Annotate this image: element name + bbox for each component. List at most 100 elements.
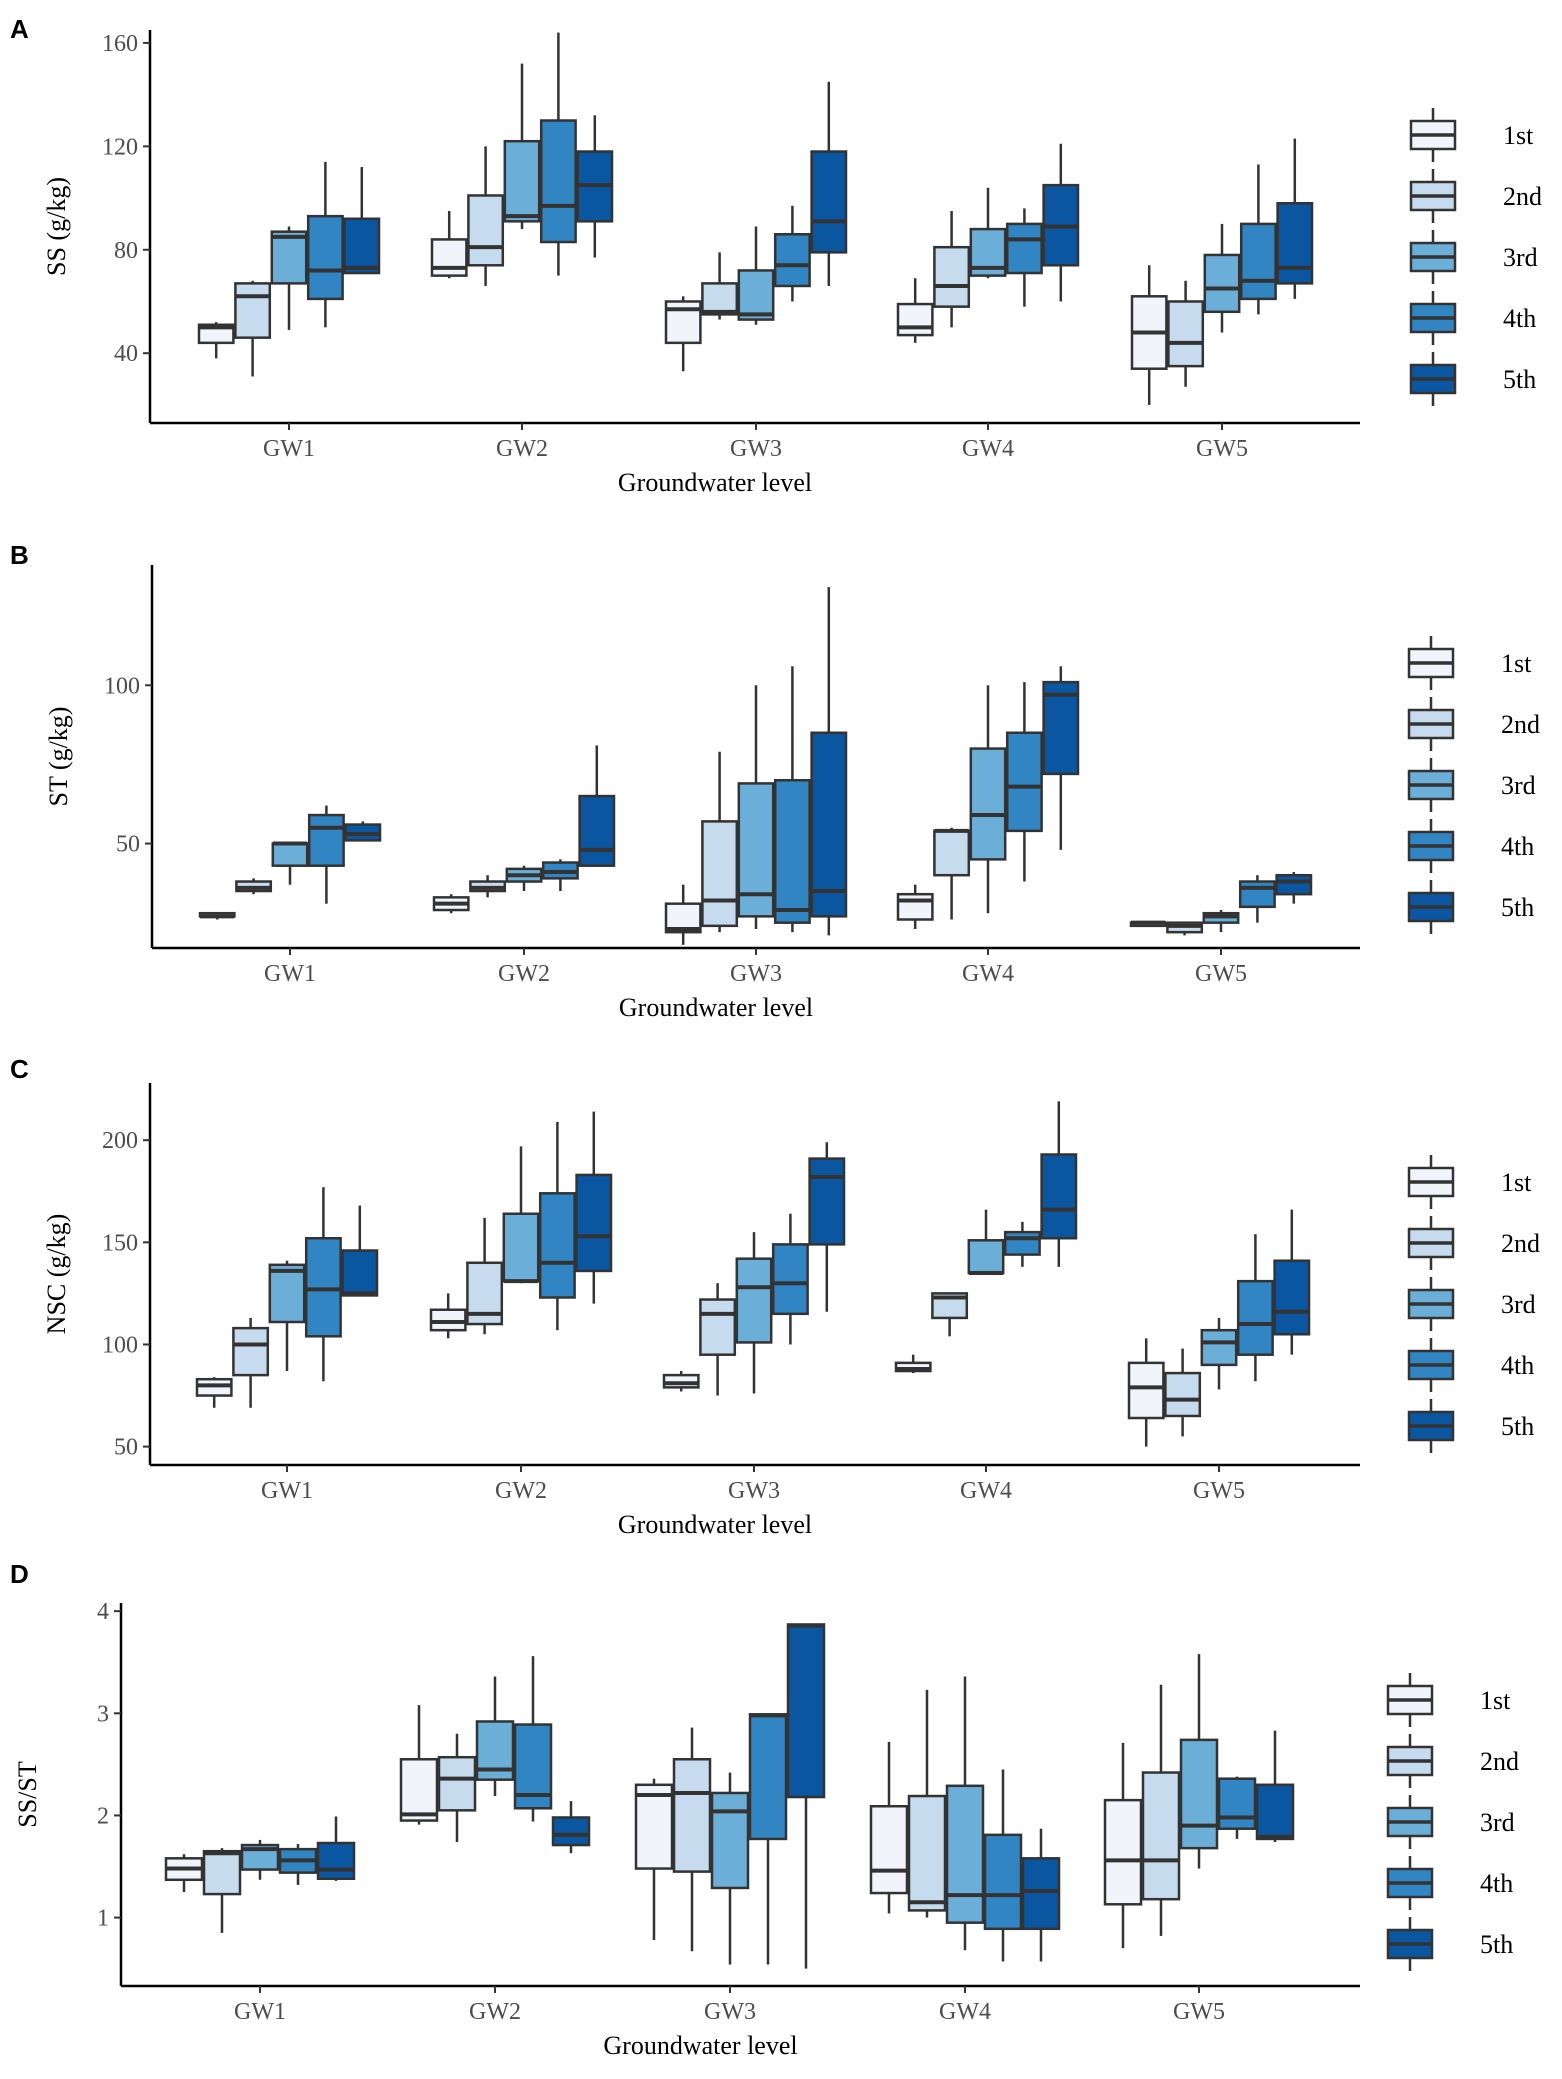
box-body [1275, 873, 1313, 896]
y-tick-label: 100 [104, 673, 140, 699]
box-1st-GW4 [896, 884, 934, 930]
box-5th-GW5 [1276, 138, 1314, 299]
box-1st-GW2 [432, 894, 470, 914]
box-3rd-GW4 [945, 1676, 985, 1951]
legend-label: 1st [1480, 1686, 1511, 1715]
box-1st-GW5 [1129, 920, 1167, 928]
x-tick-label: GW1 [264, 961, 316, 987]
legend-item-1st: 1st [1409, 108, 1534, 162]
box-body [737, 269, 775, 321]
box-body [1273, 1259, 1311, 1336]
legend-label: 5th [1480, 1930, 1513, 1959]
box-body [672, 1758, 712, 1873]
y-tick-label: 50 [116, 832, 140, 858]
x-axis-title: Groundwater level [618, 1510, 812, 1539]
box-1st-GW4 [869, 1741, 909, 1914]
box-2nd-GW1 [234, 280, 272, 377]
box-body [896, 892, 934, 921]
box-2nd-GW4 [931, 1292, 969, 1337]
box-1st-GW4 [894, 1354, 932, 1374]
box-body [1239, 222, 1277, 301]
legend-item-3rd: 3rd [1386, 1795, 1515, 1849]
box-body [437, 1755, 477, 1812]
box-body [933, 245, 971, 308]
box-5th-GW5 [1275, 872, 1313, 904]
box-body [786, 1623, 826, 1799]
box-body [538, 1192, 576, 1299]
box-1st-GW3 [664, 296, 702, 372]
box-body [1203, 253, 1241, 314]
box-3rd-GW3 [737, 226, 775, 325]
legend-label: 2nd [1480, 1747, 1519, 1776]
box-body [810, 731, 848, 918]
box-body [202, 1849, 242, 1896]
box-3rd-GW1 [268, 1260, 306, 1372]
box-body [969, 747, 1007, 861]
y-axis-title: NSC (g/kg) [42, 1214, 71, 1335]
box-2nd-GW2 [467, 146, 505, 286]
box-body [1021, 1857, 1061, 1931]
y-tick-label: 40 [114, 341, 138, 367]
box-body [907, 1794, 947, 1912]
box-body [1179, 1738, 1219, 1850]
box-body [578, 794, 616, 867]
box-body [894, 1361, 932, 1373]
legend-label: 3rd [1501, 1290, 1536, 1319]
box-body [699, 1298, 737, 1356]
x-tick-label: GW3 [728, 1478, 780, 1504]
legend-item-3rd: 3rd [1409, 230, 1538, 284]
y-tick-label: 200 [102, 1128, 138, 1154]
box-body [983, 1833, 1023, 1931]
x-tick-label: GW4 [939, 1999, 991, 2025]
box-body [271, 842, 309, 867]
box-4th-GW4 [1003, 1221, 1041, 1267]
legend-item-5th: 5th [1386, 1917, 1513, 1971]
box-body [1042, 680, 1080, 776]
box-body [735, 1257, 773, 1344]
box-body [1040, 1153, 1078, 1240]
box-4th-GW4 [1005, 682, 1043, 882]
legend-item-3rd: 3rd [1407, 758, 1536, 812]
box-4th-GW4 [1005, 208, 1043, 307]
box-4th-GW1 [306, 161, 344, 328]
box-5th-GW5 [1273, 1209, 1311, 1355]
box-3rd-GW1 [270, 226, 308, 330]
box-4th-GW1 [304, 1187, 342, 1382]
x-tick-label: GW3 [730, 436, 782, 462]
box-body [748, 1713, 788, 1841]
y-tick-label: 3 [97, 1701, 109, 1727]
x-axis-title: Groundwater level [619, 993, 813, 1022]
box-body [1164, 1371, 1202, 1418]
box-5th-GW3 [810, 587, 848, 936]
box-1st-GW1 [164, 1854, 204, 1893]
x-tick-label: GW5 [1193, 1478, 1245, 1504]
y-tick-label: 2 [97, 1803, 109, 1829]
box-1st-GW3 [662, 1371, 700, 1392]
panel-letter: B [10, 540, 29, 570]
box-body [1236, 1279, 1274, 1356]
box-3rd-GW3 [737, 685, 775, 930]
legend-label: 5th [1503, 365, 1536, 394]
legend-item-5th: 5th [1407, 1399, 1534, 1453]
box-3rd-GW2 [505, 865, 543, 892]
box-2nd-GW2 [466, 1217, 504, 1335]
box-2nd-GW3 [701, 252, 739, 320]
x-tick-label: GW4 [960, 1478, 1012, 1504]
box-4th-GW3 [773, 205, 811, 302]
x-tick-label: GW2 [495, 1478, 547, 1504]
legend-item-4th: 4th [1407, 1338, 1534, 1392]
box-2nd-GW3 [699, 1283, 737, 1396]
box-body [1141, 1771, 1181, 1901]
box-body [1005, 222, 1043, 275]
box-2nd-GW3 [701, 751, 739, 933]
box-body [1103, 1798, 1143, 1906]
box-1st-GW2 [429, 1293, 467, 1339]
box-1st-GW1 [197, 322, 235, 359]
box-body [701, 820, 739, 928]
legend-item-1st: 1st [1407, 1155, 1532, 1209]
box-1st-GW2 [399, 1705, 439, 1825]
box-1st-GW4 [896, 278, 934, 343]
x-tick-label: GW4 [962, 436, 1014, 462]
box-4th-GW3 [773, 666, 811, 933]
box-3rd-GW2 [502, 1146, 540, 1284]
